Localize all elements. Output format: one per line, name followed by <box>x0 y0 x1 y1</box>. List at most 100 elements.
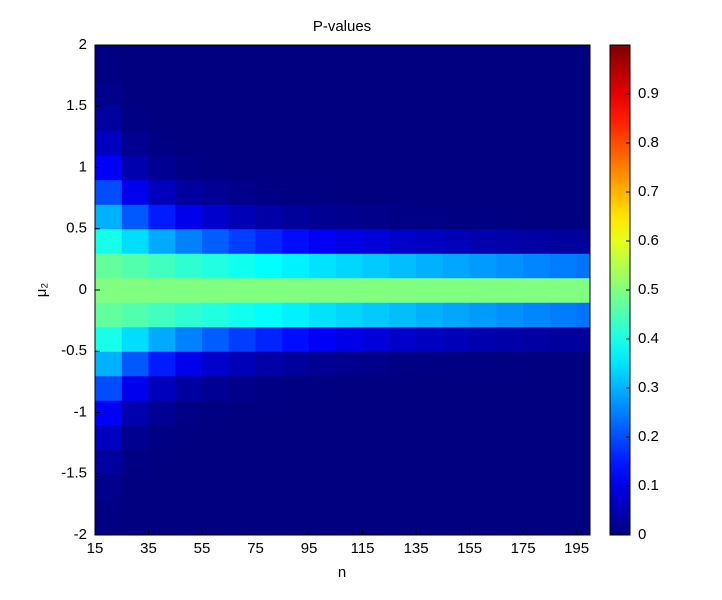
heatmap-cell <box>121 155 150 181</box>
heatmap-cell <box>282 45 310 58</box>
heatmap-cell <box>335 204 364 230</box>
heatmap-cell <box>523 204 551 230</box>
heatmap-cell <box>523 106 551 132</box>
heatmap-cell <box>95 351 123 377</box>
heatmap-cell <box>549 449 578 475</box>
heatmap-cell <box>228 45 257 58</box>
heatmap-cell <box>255 228 283 254</box>
heatmap-cell <box>496 81 524 107</box>
y-tick-label: -2 <box>74 526 87 543</box>
heatmap-cell <box>496 522 524 535</box>
heatmap-cell <box>121 204 150 230</box>
heatmap-cell <box>175 45 203 58</box>
heatmap-cell <box>148 522 176 535</box>
heatmap-cell <box>95 45 123 58</box>
heatmap-cell <box>148 130 176 156</box>
heatmap-cell <box>202 57 230 83</box>
heatmap-cell <box>148 449 176 475</box>
heatmap-cell <box>469 326 497 352</box>
heatmap-cell <box>576 179 590 205</box>
heatmap-cell <box>228 522 257 535</box>
x-axis-label: n <box>338 564 346 581</box>
heatmap-cell <box>523 351 551 377</box>
heatmap-cell <box>148 424 176 450</box>
heatmap-cell <box>442 179 471 205</box>
heatmap-cell <box>576 277 590 303</box>
colorbar-tick-label: 0.2 <box>638 428 659 445</box>
heatmap-cell <box>148 45 176 58</box>
heatmap-cell <box>469 473 497 499</box>
y-tick-label: 0.5 <box>66 220 87 237</box>
heatmap-cell <box>523 498 551 524</box>
heatmap-cell <box>309 277 337 303</box>
heatmap-cell <box>335 57 364 83</box>
heatmap-cell <box>496 45 524 58</box>
x-tick-label: 95 <box>301 540 318 557</box>
heatmap-cell <box>389 522 417 535</box>
heatmap-cell <box>442 253 471 279</box>
heatmap-cell <box>549 253 578 279</box>
heatmap-cell <box>121 106 150 132</box>
heatmap-cell <box>228 277 257 303</box>
heatmap-cell <box>389 277 417 303</box>
heatmap-cell <box>148 326 176 352</box>
heatmap-cell <box>576 498 590 524</box>
heatmap-cell <box>496 277 524 303</box>
heatmap-cell <box>175 473 203 499</box>
heatmap-cell <box>228 57 257 83</box>
heatmap-cell <box>95 375 123 401</box>
heatmap-cell <box>309 400 337 426</box>
colorbar-tick-label: 0 <box>638 526 646 543</box>
heatmap-cell <box>228 155 257 181</box>
heatmap-cell <box>416 400 444 426</box>
heatmap-cell <box>523 400 551 426</box>
heatmap-cell <box>309 498 337 524</box>
heatmap-cell <box>469 400 497 426</box>
heatmap-cell <box>416 522 444 535</box>
heatmap-cell <box>442 155 471 181</box>
heatmap-cell <box>389 204 417 230</box>
heatmap-cell <box>496 449 524 475</box>
heatmap-cell <box>335 81 364 107</box>
heatmap-cell <box>523 302 551 328</box>
heatmap-cell <box>255 473 283 499</box>
heatmap-cell <box>362 326 390 352</box>
heatmap-cell <box>442 45 471 58</box>
heatmap-cell <box>469 375 497 401</box>
heatmap-cell <box>228 498 257 524</box>
heatmap-cell <box>282 204 310 230</box>
heatmap-cell <box>309 473 337 499</box>
heatmap-cell <box>389 45 417 58</box>
heatmap-cell <box>121 81 150 107</box>
heatmap-cell <box>496 375 524 401</box>
heatmap-cell <box>576 45 590 58</box>
heatmap-cell <box>175 253 203 279</box>
heatmap-cell <box>496 302 524 328</box>
heatmap-cell <box>228 351 257 377</box>
heatmap-cell <box>228 106 257 132</box>
heatmap-cell <box>496 57 524 83</box>
heatmap-cell <box>282 449 310 475</box>
heatmap-cell <box>469 155 497 181</box>
heatmap-cell <box>389 57 417 83</box>
heatmap-cell <box>496 424 524 450</box>
heatmap-cell <box>175 57 203 83</box>
heatmap-cell <box>416 204 444 230</box>
heatmap-cell <box>282 498 310 524</box>
heatmap-cell <box>255 400 283 426</box>
heatmap-cell <box>148 498 176 524</box>
heatmap-cell <box>549 351 578 377</box>
heatmap-cell <box>523 228 551 254</box>
heatmap-cell <box>469 351 497 377</box>
heatmap-cell <box>309 228 337 254</box>
heatmap-cell <box>523 155 551 181</box>
heatmap-cell <box>121 253 150 279</box>
heatmap-cell <box>469 57 497 83</box>
heatmap-cell <box>416 375 444 401</box>
heatmap-cell <box>496 155 524 181</box>
heatmap-cell <box>496 179 524 205</box>
heatmap-cell <box>469 45 497 58</box>
heatmap-cell <box>576 204 590 230</box>
heatmap-cell <box>362 228 390 254</box>
heatmap-cell <box>362 449 390 475</box>
